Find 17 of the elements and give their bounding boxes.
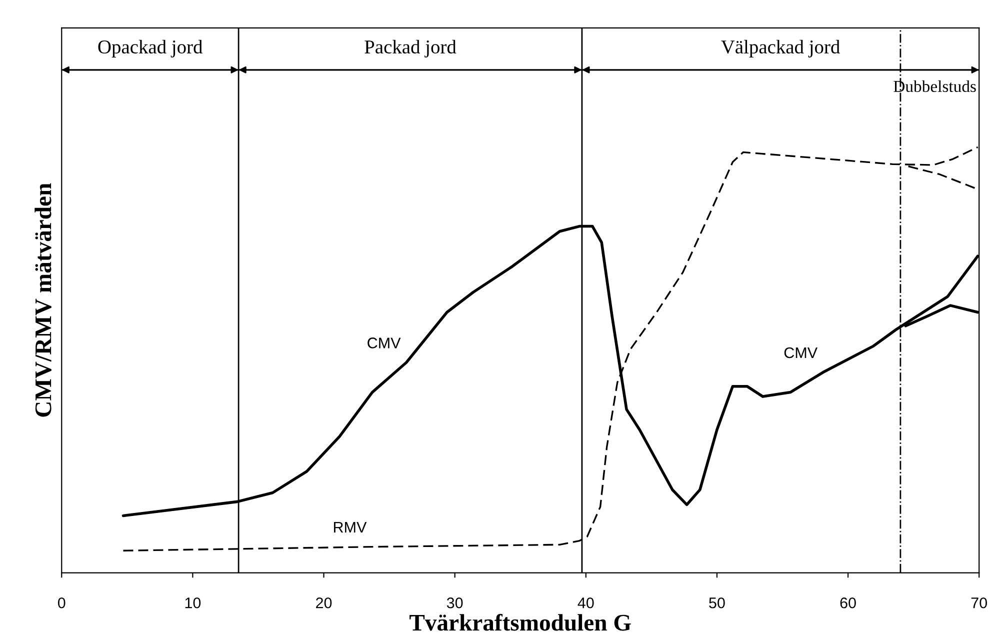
x-tick-label: 10 bbox=[185, 597, 201, 608]
x-tick-label: 60 bbox=[840, 597, 856, 608]
annotation: CMV bbox=[784, 347, 818, 358]
annotation: CMV bbox=[368, 338, 401, 348]
x-tick-label: 40 bbox=[578, 597, 594, 608]
x-tick-label: 20 bbox=[316, 597, 332, 608]
x-tick-label: 70 bbox=[971, 597, 987, 608]
text: Opackad jord bbox=[98, 40, 202, 58]
y-axis-title: CMV/RMV mätvärden bbox=[34, 183, 52, 417]
text: Välpackad jord bbox=[721, 40, 840, 58]
x-tick-label: 30 bbox=[446, 597, 463, 608]
x-tick-label: 0 bbox=[58, 597, 66, 608]
annotation: RMV bbox=[334, 522, 367, 533]
x-tick-label: 50 bbox=[709, 597, 725, 608]
text: Packad jord bbox=[364, 40, 456, 58]
ref-line-label: Dubbelstuds bbox=[894, 80, 976, 92]
x-axis-title: Tvärkraftsmodulen G bbox=[410, 614, 631, 631]
